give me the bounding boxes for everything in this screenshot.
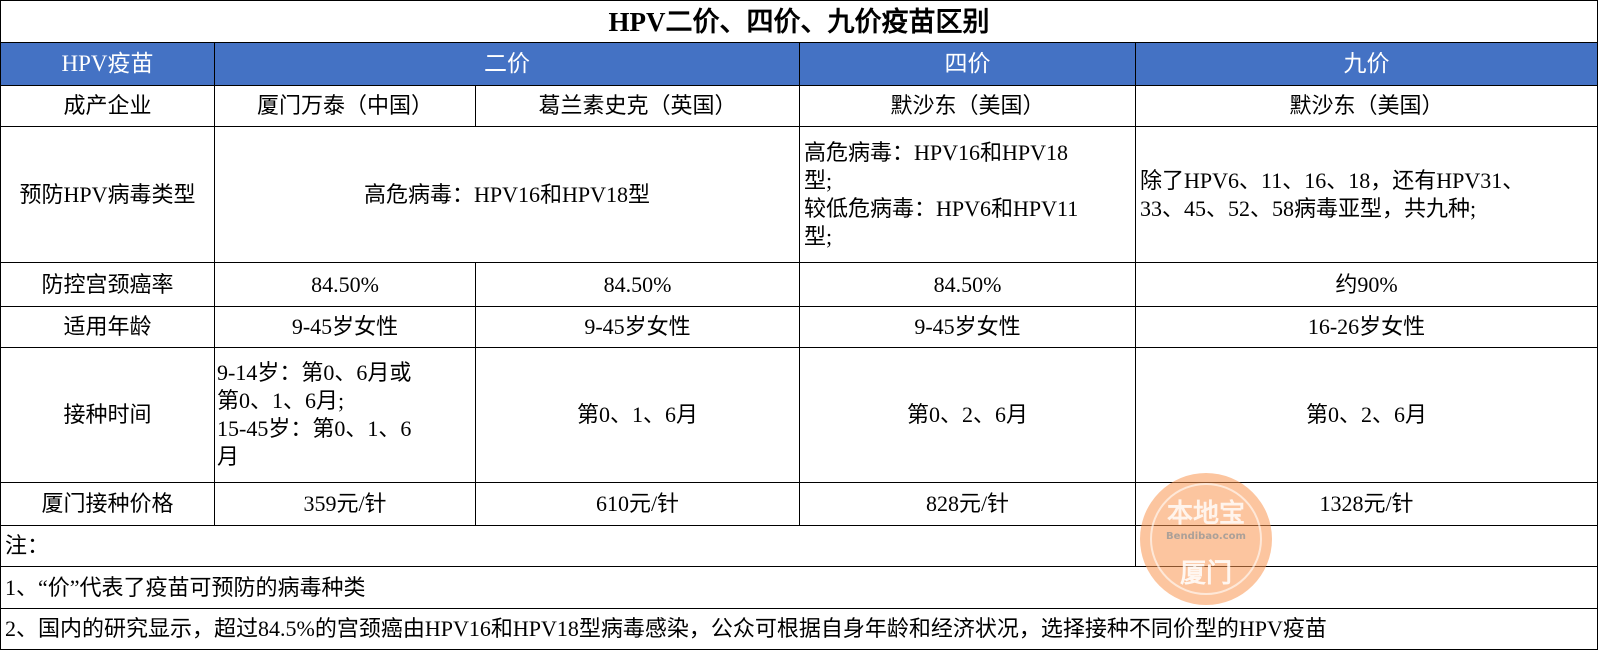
cell: 359元/针 bbox=[214, 482, 476, 526]
table-title: HPV二价、四价、九价疫苗区别 bbox=[0, 0, 1598, 43]
header-nonavalent: 九价 bbox=[1135, 42, 1598, 86]
row-label: 预防HPV病毒类型 bbox=[0, 126, 215, 263]
cell: 第0、1、6月 bbox=[475, 347, 800, 483]
notes-label: 注： bbox=[0, 525, 1136, 567]
cell-line: 9-14岁：第0、6月或 bbox=[217, 360, 412, 385]
cell: 默沙东（美国） bbox=[1135, 85, 1598, 127]
cell-line: 高危病毒：HPV16和HPV18 bbox=[804, 139, 1069, 165]
cell-line: 型; bbox=[804, 223, 833, 249]
cell-line: 月 bbox=[217, 444, 240, 469]
cell: 9-45岁女性 bbox=[214, 306, 476, 348]
cell-line: 较低危病毒：HPV6和HPV11 bbox=[804, 195, 1079, 221]
title-row: HPV二价、四价、九价疫苗区别 bbox=[0, 0, 1598, 43]
header-vaccine: HPV疫苗 bbox=[0, 42, 215, 86]
cell: 约90% bbox=[1135, 262, 1598, 307]
notes-row: 1、“价”代表了疫苗可预防的病毒种类 bbox=[0, 566, 1598, 609]
table-row: 厦门接种价格 359元/针 610元/针 828元/针 1328元/针 bbox=[0, 482, 1598, 526]
empty-cell bbox=[1135, 525, 1598, 567]
cell: 除了HPV6、11、16、18，还有HPV31、 33、45、52、58病毒亚型… bbox=[1135, 126, 1598, 263]
cell: 84.50% bbox=[475, 262, 800, 307]
cell: 厦门万泰（中国） bbox=[214, 85, 476, 127]
cell-line: 15-45岁：第0、1、6 bbox=[217, 416, 412, 441]
row-label: 接种时间 bbox=[0, 347, 215, 483]
table-row: 预防HPV病毒类型 高危病毒：HPV16和HPV18型 高危病毒：HPV16和H… bbox=[0, 126, 1598, 263]
cell: 9-14岁：第0、6月或 第0、1、6月; 15-45岁：第0、1、6 月 bbox=[214, 347, 476, 483]
table-row: 成产企业 厦门万泰（中国） 葛兰素史克（英国） 默沙东（美国） 默沙东（美国） bbox=[0, 85, 1598, 127]
table-row: 接种时间 9-14岁：第0、6月或 第0、1、6月; 15-45岁：第0、1、6… bbox=[0, 347, 1598, 483]
row-label: 防控宫颈癌率 bbox=[0, 262, 215, 307]
cell-line: 第0、1、6月; bbox=[217, 388, 345, 413]
header-bivalent: 二价 bbox=[214, 42, 800, 86]
cell: 16-26岁女性 bbox=[1135, 306, 1598, 348]
cell-line: 除了HPV6、11、16、18，还有HPV31、 bbox=[1140, 167, 1525, 193]
row-label: 成产企业 bbox=[0, 85, 215, 127]
table-row: 适用年龄 9-45岁女性 9-45岁女性 9-45岁女性 16-26岁女性 bbox=[0, 306, 1598, 348]
cell-line: 型; bbox=[804, 167, 833, 193]
cell: 84.50% bbox=[799, 262, 1136, 307]
row-label: 厦门接种价格 bbox=[0, 482, 215, 526]
cell: 高危病毒：HPV16和HPV18 型; 较低危病毒：HPV6和HPV11 型; bbox=[799, 126, 1136, 263]
cell: 9-45岁女性 bbox=[475, 306, 800, 348]
cell: 610元/针 bbox=[475, 482, 800, 526]
table-row: 防控宫颈癌率 84.50% 84.50% 84.50% 约90% bbox=[0, 262, 1598, 307]
notes-row: 注： bbox=[0, 525, 1598, 567]
row-label: 适用年龄 bbox=[0, 306, 215, 348]
cell: 84.50% bbox=[214, 262, 476, 307]
cell-line: 33、45、52、58病毒亚型，共九种; bbox=[1140, 195, 1477, 221]
cell: 第0、2、6月 bbox=[799, 347, 1136, 483]
header-quadrivalent: 四价 bbox=[799, 42, 1136, 86]
cell: 第0、2、6月 bbox=[1135, 347, 1598, 483]
cell: 默沙东（美国） bbox=[799, 85, 1136, 127]
note-2: 2、国内的研究显示，超过84.5%的宫颈癌由HPV16和HPV18型病毒感染，公… bbox=[0, 608, 1598, 650]
note-1: 1、“价”代表了疫苗可预防的病毒种类 bbox=[0, 566, 1598, 609]
cell: 高危病毒：HPV16和HPV18型 bbox=[214, 126, 800, 263]
cell: 葛兰素史克（英国） bbox=[475, 85, 800, 127]
cell: 1328元/针 bbox=[1135, 482, 1598, 526]
cell: 828元/针 bbox=[799, 482, 1136, 526]
header-row: HPV疫苗 二价 四价 九价 bbox=[0, 42, 1598, 86]
notes-row: 2、国内的研究显示，超过84.5%的宫颈癌由HPV16和HPV18型病毒感染，公… bbox=[0, 608, 1598, 650]
cell: 9-45岁女性 bbox=[799, 306, 1136, 348]
